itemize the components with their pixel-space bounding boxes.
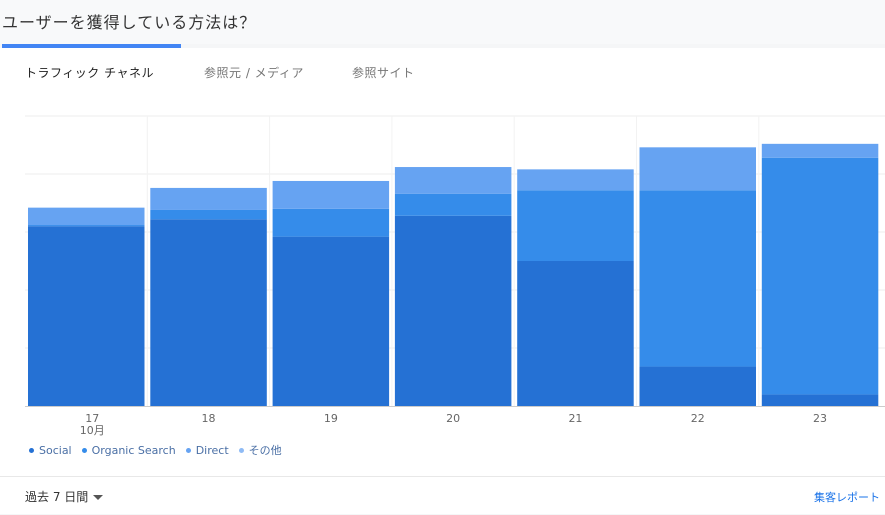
x-tick-label: 17: [85, 412, 99, 425]
legend-label: その他: [248, 444, 282, 457]
bar-segment-social[interactable]: [761, 394, 879, 406]
bar-segment-organic-search[interactable]: [761, 157, 879, 395]
bar-segment-direct[interactable]: [639, 147, 757, 191]
acquisition-report-link[interactable]: 集客レポート: [814, 491, 880, 504]
date-range-selector[interactable]: 過去 7 日間: [25, 488, 104, 505]
bar-segment-organic-search[interactable]: [272, 208, 390, 237]
bar-segment-direct[interactable]: [394, 167, 512, 194]
bar-segment-direct[interactable]: [272, 180, 390, 209]
caret-down-icon: [93, 495, 104, 500]
x-tick-label: 21: [568, 412, 582, 425]
bar-segment-social[interactable]: [639, 366, 757, 406]
bar-segment-organic-search[interactable]: [150, 209, 267, 220]
x-tick-label: 19: [324, 412, 338, 425]
legend-item-organic-search[interactable]: Organic Search: [81, 444, 176, 457]
chart-legend: Social Organic Search Direct その他: [29, 442, 292, 460]
legend-label: Social: [39, 444, 72, 457]
widget-title: ユーザーを獲得している方法は？: [2, 13, 257, 32]
bar-segment-direct[interactable]: [517, 169, 634, 191]
legend-dot-icon: [29, 447, 34, 453]
chart-card: トラフィック チャネル 参照元 / メディア 参照サイト 17 10月 18 19 20…: [0, 48, 885, 514]
legend-dot-icon: [238, 447, 244, 453]
date-range-label: 過去 7 日間: [25, 490, 89, 504]
legend-dot-icon: [185, 447, 191, 453]
tab-source-medium[interactable]: 参照元 / メディア: [204, 66, 304, 80]
x-month-label: 10月: [80, 424, 105, 436]
bar-segment-organic-search[interactable]: [639, 190, 757, 367]
x-tick-label: 22: [691, 412, 705, 425]
bar-segment-organic-search[interactable]: [394, 193, 512, 216]
bar-segment-direct[interactable]: [150, 187, 267, 210]
bar-segment-social[interactable]: [272, 236, 390, 406]
bar-segment-direct[interactable]: [28, 207, 145, 226]
bar-segment-organic-search[interactable]: [28, 225, 145, 227]
bar-segment-social[interactable]: [150, 219, 267, 406]
legend-item-social[interactable]: Social: [29, 444, 72, 457]
legend-label: Direct: [195, 444, 229, 457]
x-tick-label: 23: [813, 412, 827, 425]
x-tick-label: 18: [202, 412, 216, 425]
bar-segment-social[interactable]: [517, 261, 634, 406]
bar-segment-organic-search[interactable]: [517, 190, 634, 261]
tab-referrals[interactable]: 参照サイト: [352, 66, 415, 80]
widget-footer: 過去 7 日間 集客レポート: [0, 476, 885, 515]
bar-segment-social[interactable]: [28, 226, 145, 406]
bar-segment-social[interactable]: [394, 215, 512, 406]
tab-traffic-channel[interactable]: トラフィック チャネル: [25, 66, 154, 80]
tab-bar: トラフィック チャネル 参照元 / メディア 参照サイト: [0, 48, 885, 88]
x-tick-label: 20: [446, 412, 460, 425]
widget-header: ユーザーを獲得している方法は？: [0, 0, 885, 48]
legend-dot-icon: [81, 447, 87, 453]
header-accent-bar: [2, 44, 181, 48]
legend-label: Organic Search: [91, 444, 176, 457]
bar-segment-direct[interactable]: [761, 143, 879, 158]
legend-item-その他[interactable]: その他: [238, 442, 282, 458]
legend-item-direct[interactable]: Direct: [185, 444, 229, 457]
